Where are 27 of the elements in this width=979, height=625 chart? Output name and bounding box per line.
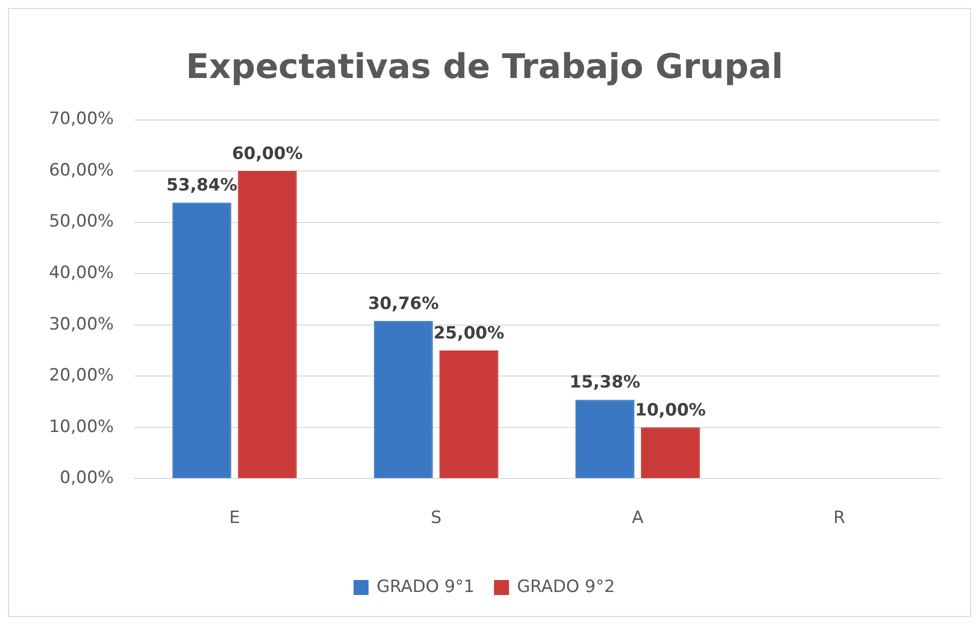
bar — [575, 400, 634, 478]
legend-label: GRADO 9°1 — [376, 576, 475, 597]
bar — [238, 171, 297, 478]
bar — [439, 350, 498, 478]
y-tick-label: 70,00% — [48, 109, 114, 130]
x-tick-label: S — [430, 508, 442, 528]
data-label: 53,84% — [166, 176, 238, 196]
data-label: 30,76% — [368, 294, 439, 314]
y-tick-label: 60,00% — [48, 160, 114, 180]
bar — [640, 427, 700, 478]
x-tick-label: A — [632, 508, 644, 528]
bar — [172, 202, 232, 478]
chart-title: Expectativas de Trabajo Grupal — [186, 47, 784, 88]
y-tick-label: 10,00% — [48, 416, 114, 437]
data-label: 25,00% — [433, 323, 504, 344]
y-tick-label: 50,00% — [48, 212, 114, 232]
y-tick-label: 20,00% — [48, 366, 114, 386]
y-tick-label: 40,00% — [48, 262, 114, 283]
data-label: 10,00% — [635, 400, 706, 420]
bar — [374, 320, 433, 478]
y-tick-label: 30,00% — [48, 314, 114, 334]
x-tick-label: R — [833, 508, 846, 528]
x-tick-label: E — [229, 508, 240, 528]
data-label: 60,00% — [232, 144, 303, 164]
legend-label: GRADO 9°2 — [517, 576, 615, 597]
y-tick-label: 0,00% — [60, 468, 114, 488]
data-label: 15,38% — [570, 372, 640, 393]
